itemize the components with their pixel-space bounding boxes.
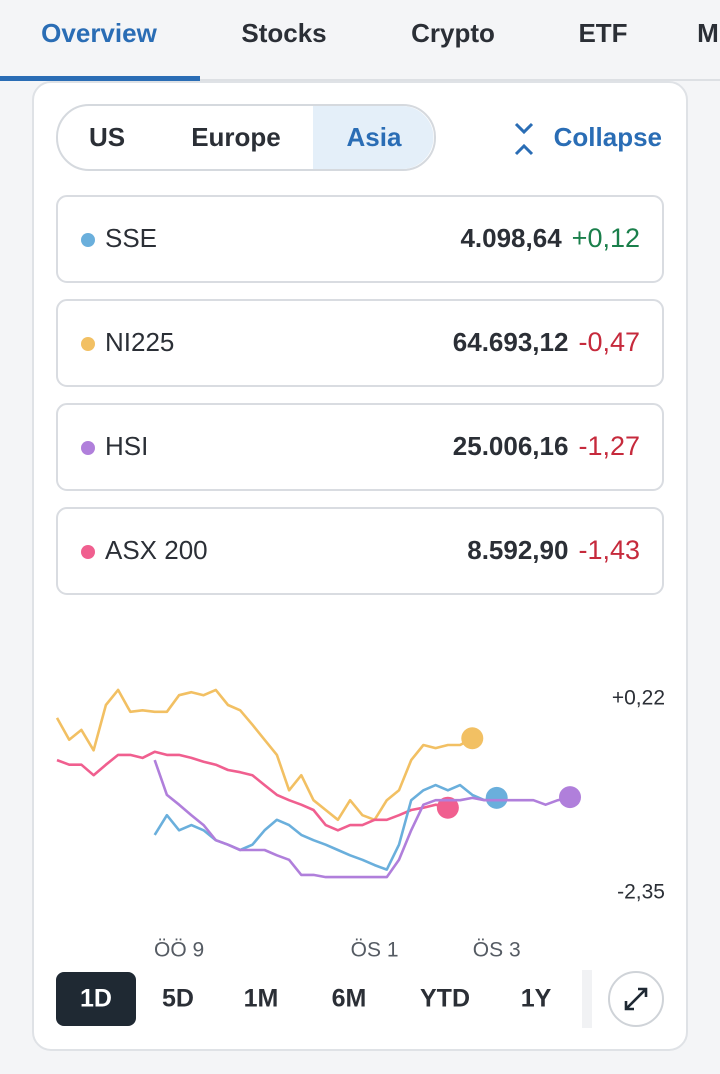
nav-tab[interactable]: ETF bbox=[578, 18, 627, 48]
range-button[interactable]: 1M bbox=[244, 985, 279, 1013]
index-dot bbox=[81, 441, 95, 455]
series-line bbox=[56, 750, 449, 832]
range-button[interactable]: 6M bbox=[332, 985, 367, 1013]
collapse-chevron-bottom bbox=[514, 143, 534, 156]
region-option[interactable]: US bbox=[89, 122, 125, 152]
range-button[interactable]: 5D bbox=[162, 985, 194, 1013]
series-end-point bbox=[436, 796, 459, 819]
scroll-fade bbox=[582, 970, 592, 1028]
collapse-chevron-top bbox=[514, 122, 534, 135]
index-change: -0,47 bbox=[578, 327, 640, 357]
range-selected bbox=[56, 972, 136, 1026]
index-name: HSI bbox=[105, 431, 148, 461]
series-line bbox=[153, 759, 571, 879]
tab-bar bbox=[0, 0, 720, 80]
series-line bbox=[55, 688, 473, 822]
series-end-point bbox=[461, 727, 484, 750]
index-name: ASX 200 bbox=[105, 535, 208, 565]
index-change: -1,27 bbox=[578, 431, 640, 461]
collapse-icon[interactable] bbox=[514, 122, 534, 156]
y-tick-label: -2,35 bbox=[617, 881, 665, 904]
index-name: NI225 bbox=[105, 327, 174, 357]
expand-icon bbox=[624, 987, 648, 1011]
index-value: 64.693,12 bbox=[453, 327, 569, 357]
series-end-point bbox=[559, 786, 581, 809]
nav-tab[interactable]: Stocks bbox=[241, 18, 326, 48]
index-row[interactable] bbox=[56, 299, 664, 387]
index-dot bbox=[81, 233, 95, 247]
index-change: -1,43 bbox=[578, 535, 640, 565]
collapse-button[interactable]: Collapse bbox=[554, 122, 662, 152]
range-button[interactable]: 1D bbox=[80, 985, 112, 1013]
range-button[interactable]: YTD bbox=[420, 985, 470, 1013]
index-value: 8.592,90 bbox=[467, 535, 568, 565]
x-tick-label: ÖS 1 bbox=[351, 939, 399, 962]
nav-tab[interactable]: Crypto bbox=[411, 18, 495, 48]
range-button[interactable]: 1Y bbox=[521, 985, 552, 1013]
nav-tab[interactable]: M bbox=[697, 18, 719, 48]
index-value: 25.006,16 bbox=[453, 431, 569, 461]
index-row[interactable] bbox=[56, 195, 664, 283]
index-change: +0,12 bbox=[572, 223, 640, 253]
x-tick-label: ÖS 3 bbox=[473, 939, 521, 962]
x-tick-label: ÖÖ 9 bbox=[154, 939, 204, 962]
index-row[interactable] bbox=[56, 403, 664, 491]
nav-tab[interactable]: Overview bbox=[41, 18, 157, 48]
region-option[interactable]: Asia bbox=[347, 122, 402, 152]
series-end-point bbox=[485, 786, 508, 809]
index-dot bbox=[81, 337, 95, 351]
segment-selected bbox=[313, 106, 434, 169]
index-row[interactable] bbox=[56, 507, 664, 595]
tab-indicator bbox=[0, 76, 200, 81]
region-option[interactable]: Europe bbox=[191, 122, 281, 152]
y-tick-label: +0,22 bbox=[612, 687, 665, 710]
index-value: 4.098,64 bbox=[460, 223, 562, 253]
index-dot bbox=[81, 545, 95, 559]
expand-arrows bbox=[624, 987, 648, 1011]
index-name: SSE bbox=[105, 223, 157, 253]
